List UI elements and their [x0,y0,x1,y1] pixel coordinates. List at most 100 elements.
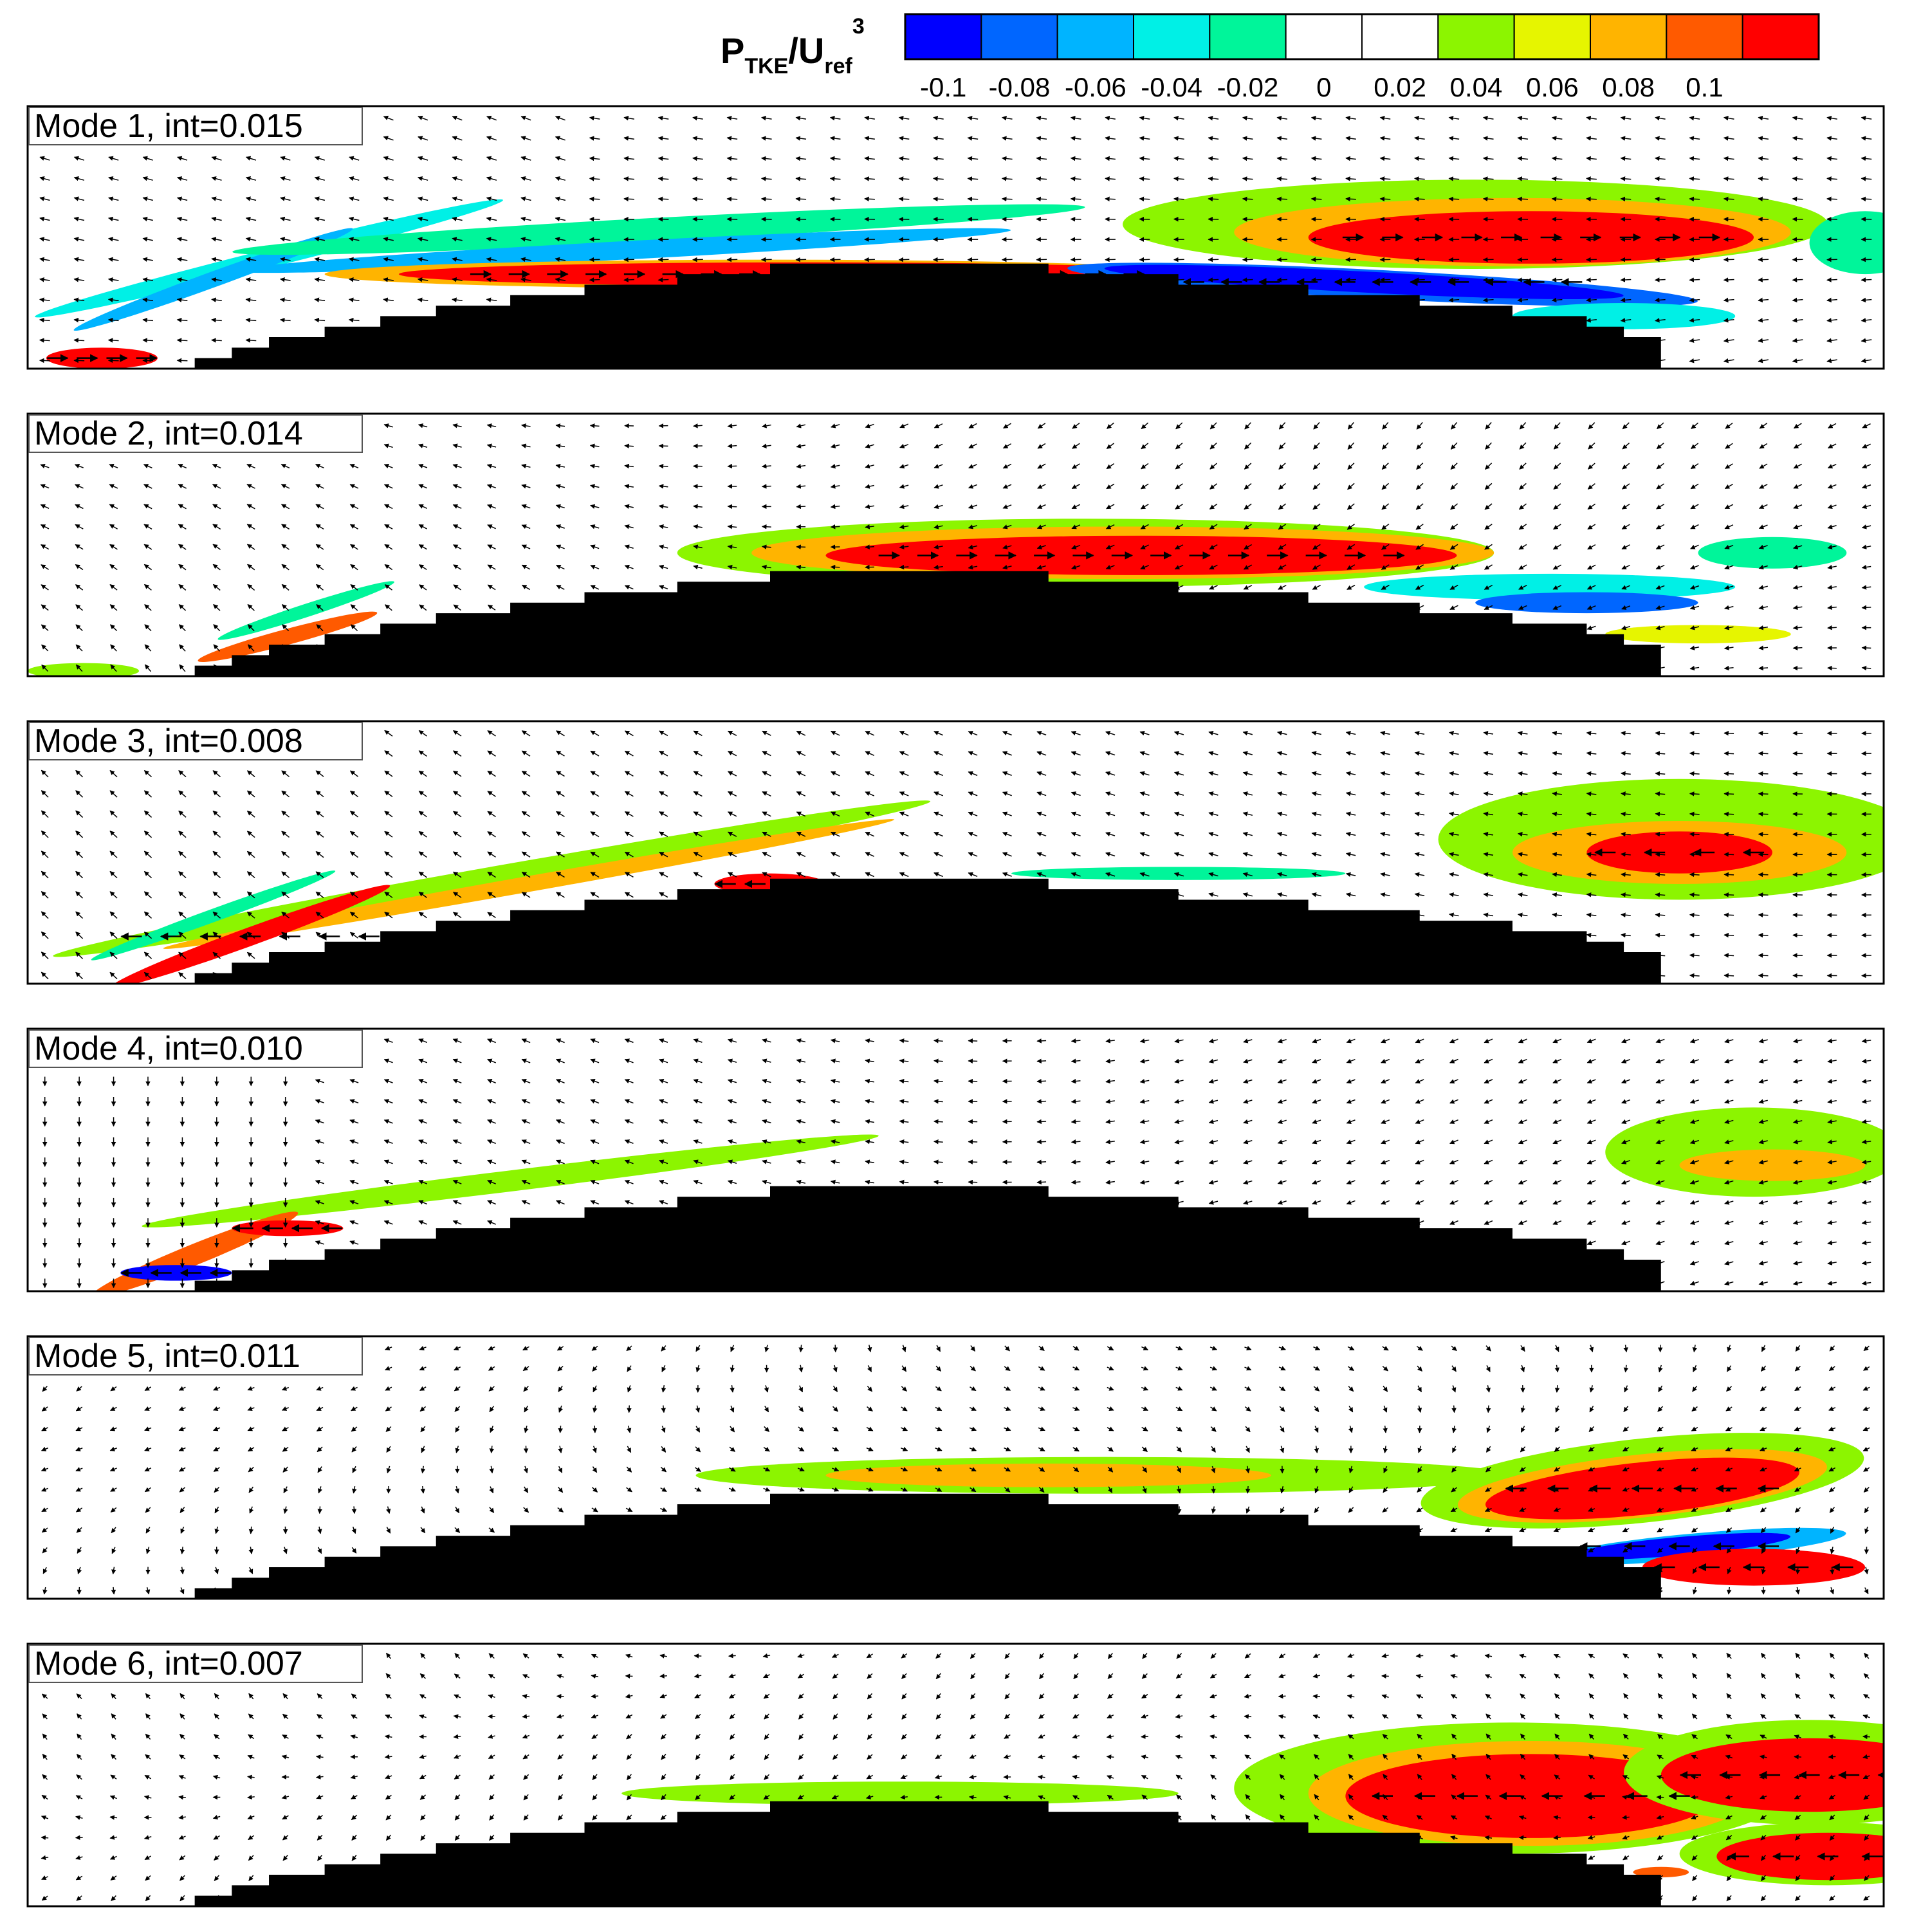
velocity-arrow [1208,1038,1218,1044]
velocity-arrow [1827,1078,1837,1084]
velocity-arrow [1312,1159,1321,1164]
velocity-arrow [1380,751,1390,756]
velocity-arrow [968,831,978,837]
velocity-arrow [693,1038,703,1044]
velocity-arrow [1038,1693,1045,1700]
velocity-arrow [660,1487,667,1493]
velocity-arrow [522,1694,530,1699]
velocity-arrow [626,1754,632,1760]
velocity-arrow [1071,852,1081,857]
velocity-arrow [316,1734,324,1740]
velocity-arrow [143,504,152,510]
velocity-arrow [1209,564,1218,570]
velocity-arrow [178,790,187,798]
velocity-arrow [246,911,255,919]
velocity-arrow [1726,1895,1732,1902]
velocity-arrow [695,1446,701,1453]
velocity-arrow [75,584,84,591]
velocity-arrow [1347,564,1356,570]
velocity-arrow [41,1426,48,1431]
velocity-arrow [933,1139,943,1145]
velocity-arrow [418,831,427,838]
velocity-arrow [383,237,394,242]
velocity-arrow [761,524,771,529]
velocity-arrow [1792,1280,1803,1286]
velocity-arrow [1485,442,1492,450]
velocity-arrow [1518,524,1527,530]
velocity-arrow [521,851,531,858]
velocity-arrow [282,1734,289,1740]
velocity-arrow [832,1673,839,1679]
velocity-arrow [1760,1365,1767,1372]
velocity-arrow [212,770,221,778]
velocity-arrow [1242,136,1253,141]
velocity-arrow [1280,1426,1285,1433]
velocity-arrow [176,297,188,302]
velocity-arrow [351,1406,358,1412]
velocity-arrow [1070,176,1081,181]
velocity-arrow [349,1139,359,1145]
velocity-arrow [1758,156,1769,161]
velocity-arrow [1175,1734,1183,1740]
velocity-arrow [1450,1694,1458,1699]
velocity-arrow [178,952,187,959]
velocity-arrow [142,156,153,161]
velocity-arrow [727,1038,737,1044]
velocity-arrow [1758,771,1769,777]
velocity-arrow [1828,1386,1836,1391]
velocity-arrow [487,1139,496,1145]
velocity-arrow [1794,1754,1801,1760]
velocity-arrow [111,1895,116,1901]
velocity-arrow [1211,1814,1217,1821]
velocity-arrow [1208,892,1218,897]
velocity-arrow [179,1507,185,1513]
velocity-arrow [1621,1119,1631,1124]
velocity-arrow [1485,1365,1491,1372]
velocity-arrow [1621,892,1631,897]
velocity-arrow [762,751,771,757]
velocity-arrow [1380,872,1390,878]
velocity-arrow [1310,136,1322,141]
velocity-arrow [1209,503,1218,510]
velocity-arrow [1107,1345,1114,1351]
velocity-arrow [281,524,290,530]
velocity-arrow [558,1405,564,1413]
velocity-arrow [867,1713,872,1720]
velocity-arrow [1553,483,1561,490]
velocity-arrow [1036,852,1047,857]
velocity-arrow [1379,115,1391,121]
velocity-arrow [1864,1587,1869,1594]
panel-label-box [28,722,363,760]
velocity-arrow [1518,1099,1527,1104]
velocity-arrow [1551,176,1563,181]
velocity-arrow [454,1694,461,1699]
velocity-arrow [109,1795,117,1800]
velocity-arrow [624,750,634,757]
velocity-arrow [1724,504,1734,510]
velocity-arrow [1551,136,1563,141]
velocity-arrow [899,852,909,857]
velocity-arrow [384,730,393,737]
velocity-arrow [1210,1653,1217,1659]
velocity-arrow [764,1405,769,1413]
velocity-arrow [144,644,152,652]
velocity-arrow [1861,1099,1871,1104]
velocity-arrow [1689,1058,1700,1063]
velocity-arrow [349,831,358,838]
velocity-arrow [760,176,772,181]
velocity-arrow [899,771,909,777]
velocity-arrow [832,1754,838,1760]
velocity-arrow [280,196,291,201]
velocity-arrow [349,871,358,878]
velocity-arrow [1036,1139,1047,1145]
velocity-arrow [659,730,668,737]
velocity-arrow [864,156,875,161]
velocity-arrow [1554,1693,1560,1700]
velocity-arrow [1792,338,1803,343]
velocity-arrow [1278,1366,1286,1371]
velocity-arrow [867,1345,872,1352]
velocity-arrow [865,1058,874,1063]
velocity-arrow [1518,605,1527,610]
velocity-arrow [865,443,874,448]
